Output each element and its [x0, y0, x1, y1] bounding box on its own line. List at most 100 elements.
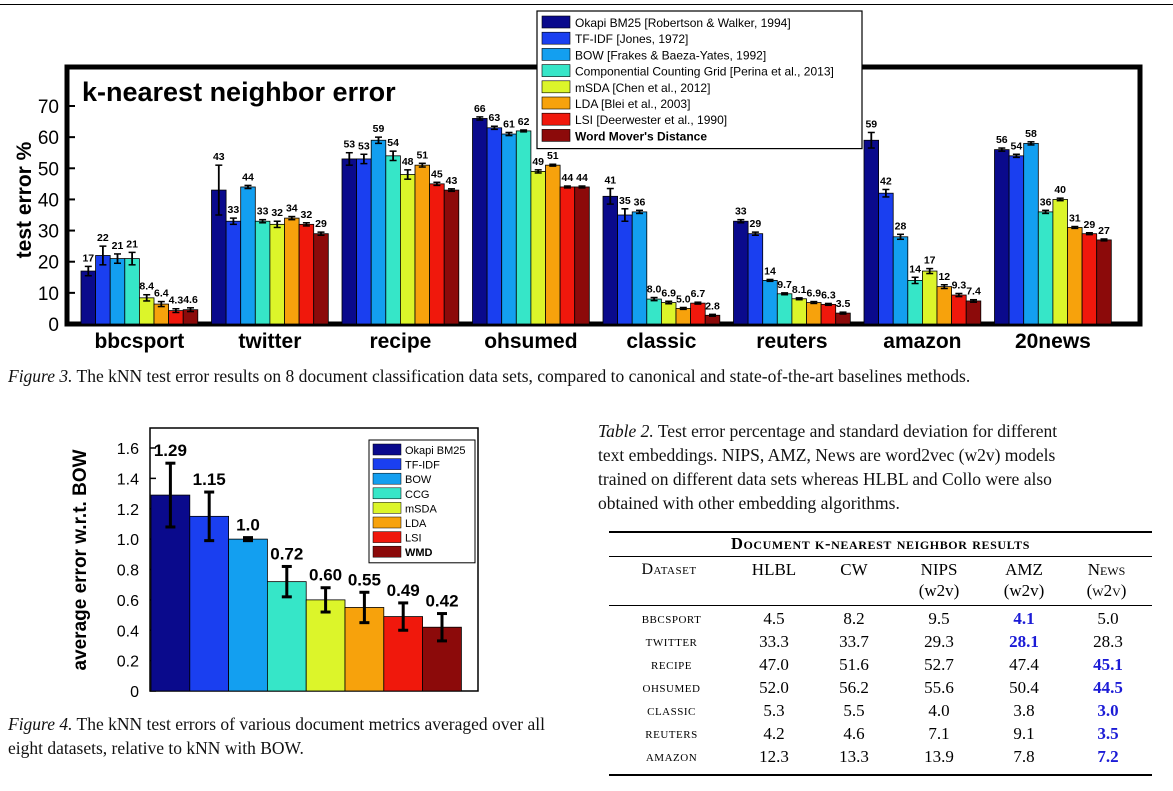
col-label: NIPS: [920, 560, 958, 579]
dataset-cell: ohsumed: [642, 679, 701, 696]
data-label: 51: [547, 150, 559, 162]
value-cell: 47.0: [759, 655, 789, 674]
legend-entry: TF-IDF [Jones, 1972]: [575, 32, 688, 46]
table2-col-cw: CW: [814, 559, 894, 580]
figure4-chart: 0 0.2 0.4 0.6 0.8 1.0 1.2 1.4 1.6 average error w…: [70, 427, 479, 701]
value-cell: 3.8: [1013, 701, 1035, 720]
x-tick-label: bbcsport: [94, 330, 184, 353]
legend-swatch: [372, 487, 402, 500]
legend-swatch: [541, 48, 571, 61]
bar: [617, 214, 633, 325]
bar: [791, 298, 807, 325]
bar: [762, 279, 778, 325]
legend-entry: TF-IDF: [405, 460, 440, 472]
y-tick-label: 0: [130, 684, 139, 701]
col-label: CW: [840, 560, 868, 579]
bar: [341, 158, 358, 325]
data-label: 36: [634, 196, 646, 208]
legend-swatch: [541, 64, 571, 77]
col-label: Dataset: [641, 561, 697, 578]
data-label: 59: [373, 123, 385, 135]
y-tick-label: 1.0: [117, 532, 139, 549]
data-label: 6.4: [154, 288, 169, 300]
data-label: 5.0: [676, 293, 691, 305]
table2-bottom-rule: [609, 774, 1152, 776]
data-label: 14: [909, 263, 921, 275]
bar: [138, 297, 155, 325]
legend-swatch: [541, 31, 571, 45]
table2-body: bbcsport 4.5 8.2 9.5 4.1 5.0 twitter 33.3 33.7 29…: [609, 607, 1152, 768]
figure3-chart: k-nearest neighbor error 0 10 20 30 40 50 60 70 t…: [13, 10, 1143, 353]
y-tick-label: 0.4: [117, 623, 139, 640]
legend-box: [536, 10, 863, 150]
bar: [429, 183, 445, 325]
table2-col-hlbl: HLBL: [734, 559, 814, 580]
data-label: 14: [764, 265, 776, 277]
x-tick-label: twitter: [238, 330, 301, 353]
table2-top-rule: [609, 531, 1152, 533]
y-tick-label: 60: [38, 128, 59, 149]
col-sublabel: (w2v): [1003, 581, 1045, 600]
page-top-rule: [0, 4, 1173, 5]
table2-caption-line-2: text embeddings. NIPS, AMZ, News are wor…: [598, 445, 1056, 465]
legend-swatch: [541, 80, 571, 94]
data-label: 51: [416, 149, 428, 161]
legend-entry: mSDA: [405, 503, 437, 515]
data-label: 9.7: [777, 279, 792, 291]
legend-swatch: [372, 531, 402, 543]
table2-title: Document k-nearest neighbor results: [730, 534, 1031, 553]
x-tick-label: 20news: [1015, 330, 1091, 353]
bar: [922, 270, 938, 325]
chart-title: k-nearest neighbor error: [82, 77, 396, 107]
data-label: 6.7: [691, 288, 706, 300]
y-tick-label: 1.2: [117, 502, 139, 519]
y-tick-label: 0.8: [117, 563, 139, 580]
figure4-caption-text: The kNN test errors of various document …: [8, 714, 545, 758]
bar: [240, 186, 256, 325]
data-label: 32: [301, 209, 313, 221]
table-row: recipe 47.0 51.6 52.7 47.4 45.1: [609, 653, 1152, 676]
data-label: 43: [213, 151, 225, 163]
y-tick-label: 1.6: [117, 441, 139, 458]
legend-swatch: [541, 15, 571, 29]
bar: [1037, 211, 1054, 325]
y-tick-label: 0.2: [117, 654, 139, 671]
y-tick-label: 30: [38, 222, 59, 243]
value-cell: 29.3: [924, 632, 954, 651]
value-cell: 13.9: [924, 747, 954, 766]
legend-entry: LSI [Deerwester et al., 1990]: [575, 113, 727, 127]
table2-title-rule: [609, 556, 1152, 557]
data-label: 56: [996, 134, 1008, 146]
table2-header-rule: [609, 605, 1152, 606]
data-label: 6.9: [806, 288, 821, 300]
data-label: 3.5: [836, 298, 851, 310]
data-label: 4.6: [183, 294, 198, 306]
legend-entry: Okapi BM25 [Robertson & Walker, 1994]: [575, 16, 791, 30]
legend-swatch: [372, 545, 402, 558]
table-row: classic 5.3 5.5 4.0 3.8 3.0: [609, 699, 1152, 722]
data-label: 22: [97, 232, 109, 244]
y-tick-label: 20: [38, 253, 59, 274]
bar: [486, 127, 503, 325]
table2-col-news: News (w2v): [1064, 559, 1149, 601]
data-label: 29: [1084, 219, 1096, 231]
bar: [313, 233, 329, 325]
bar: [1067, 227, 1083, 325]
figure3-caption-label: Figure 3.: [8, 366, 73, 386]
bar: [776, 293, 793, 325]
data-label: 45: [431, 168, 443, 180]
data-label: 29: [315, 218, 327, 230]
bar: [370, 139, 387, 325]
x-tick-label: ohsumed: [484, 330, 577, 353]
bar: [305, 599, 346, 692]
legend-entry: Componential Counting Grid [Perina et al…: [575, 65, 834, 79]
data-label: 0.72: [270, 544, 303, 563]
bar: [559, 186, 576, 325]
dataset-cell: classic: [647, 702, 696, 719]
data-label: 35: [619, 195, 631, 207]
bar: [80, 270, 97, 325]
bar: [298, 223, 315, 325]
data-label: 8.4: [139, 281, 154, 293]
value-cell: 13.3: [839, 747, 869, 766]
legend-swatch: [372, 472, 402, 485]
